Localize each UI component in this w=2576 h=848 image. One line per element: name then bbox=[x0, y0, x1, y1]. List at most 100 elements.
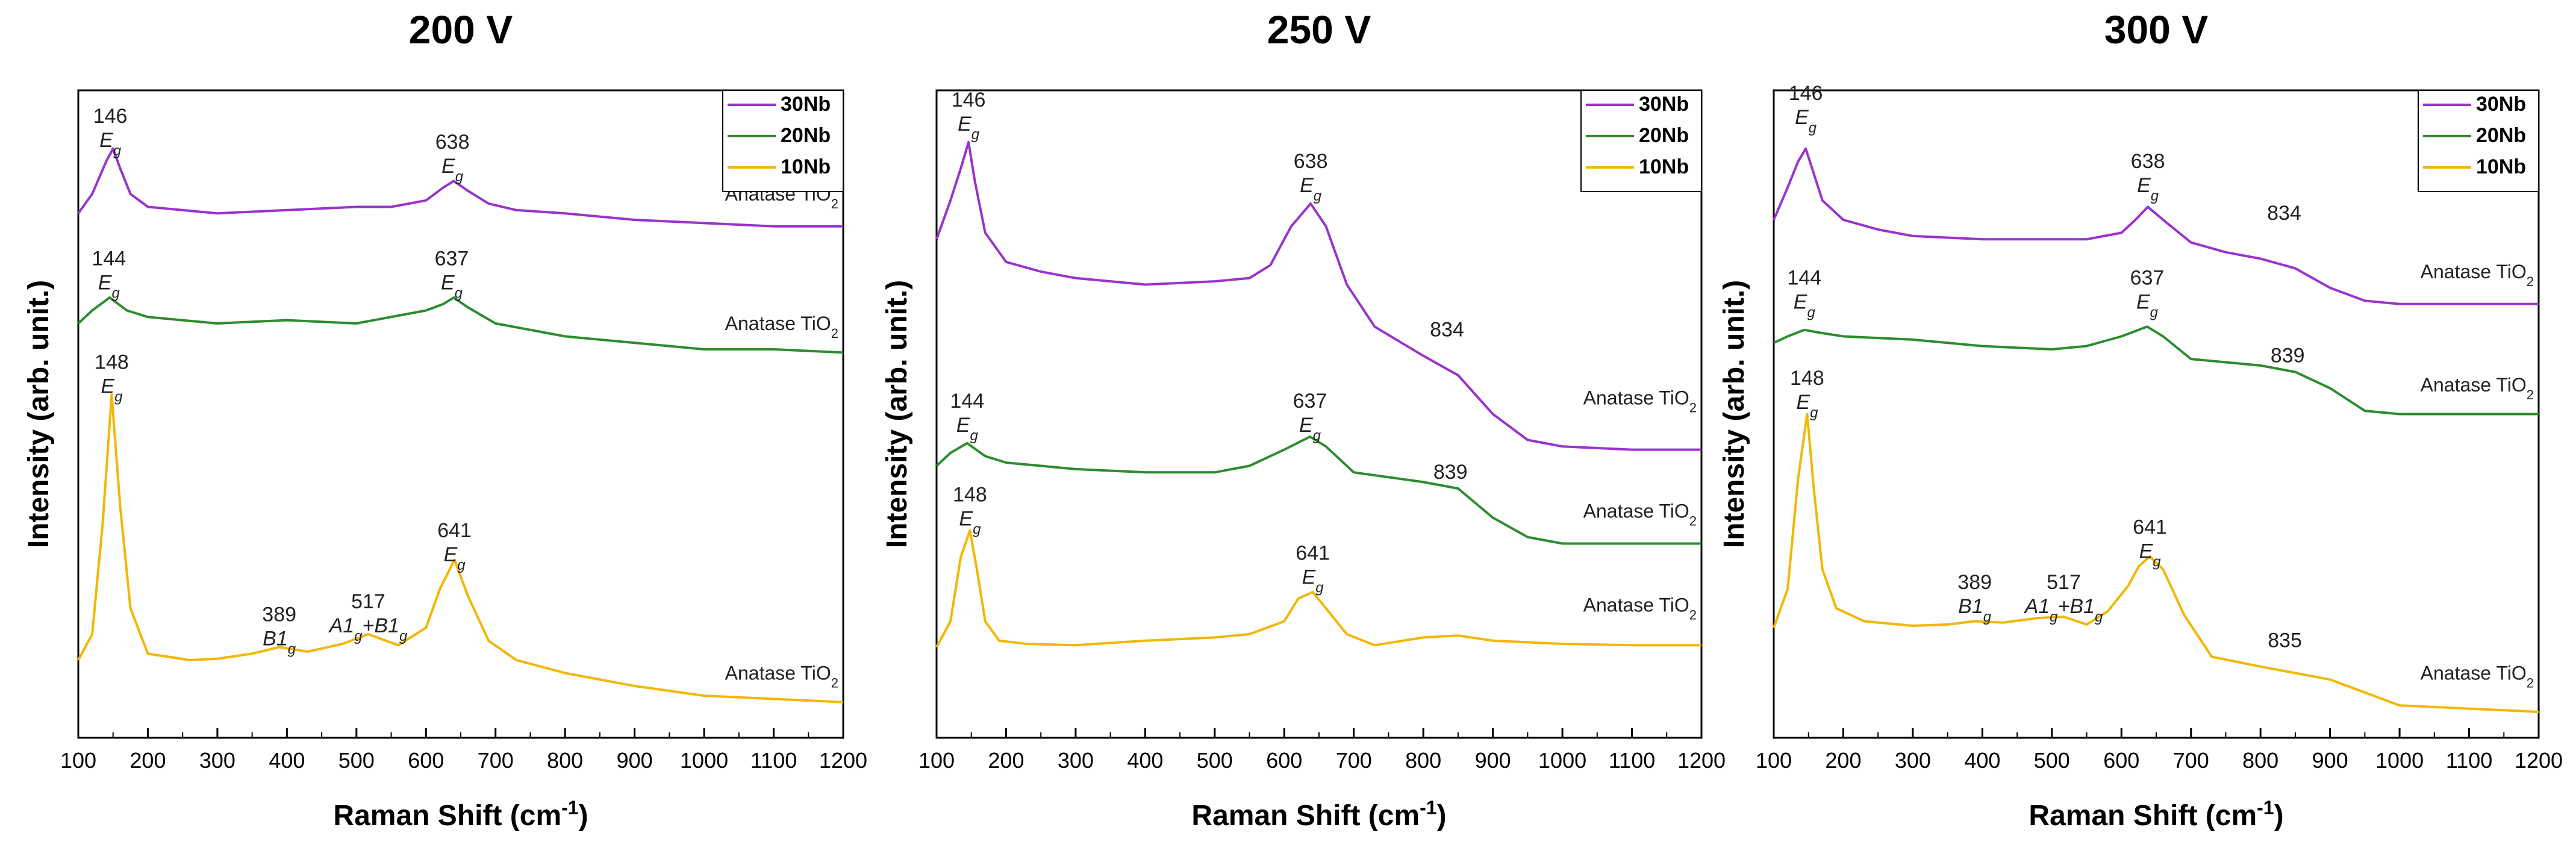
peak-mode-label: Eg bbox=[958, 113, 980, 143]
x-tick-label: 300 bbox=[1058, 748, 1094, 773]
x-axis-label: Raman Shift (cm-1) bbox=[2029, 797, 2283, 832]
x-tick-label: 200 bbox=[988, 748, 1024, 773]
peak-mode-label: Eg bbox=[441, 271, 463, 301]
legend-box bbox=[2418, 90, 2539, 192]
legend-label-20nb: 20Nb bbox=[1639, 124, 1689, 147]
x-tick-label: 500 bbox=[1197, 748, 1233, 773]
x-tick-label: 200 bbox=[129, 748, 166, 773]
x-tick-label: 400 bbox=[1964, 748, 2000, 773]
x-tick-label: 800 bbox=[1405, 748, 1441, 773]
y-axis-label: Intensity (arb. unit.) bbox=[23, 280, 55, 548]
panel-title: 250 V bbox=[1267, 7, 1371, 52]
peak-value-label: 637 bbox=[2130, 267, 2165, 290]
x-tick-label: 500 bbox=[2034, 748, 2070, 773]
chart-panel-250v: 250 V 100 200 300 400 500 600 700 800 900 1000 1100… bbox=[881, 7, 1726, 832]
panel-title: 200 V bbox=[409, 7, 513, 52]
peak-value-label: 641 bbox=[1296, 541, 1330, 564]
peak-mode-label: B1g bbox=[263, 628, 296, 658]
legend-label-20nb: 20Nb bbox=[2476, 124, 2526, 147]
peak-mode-label: Eg bbox=[1302, 566, 1324, 596]
peak-value-label: 834 bbox=[1430, 319, 1464, 341]
peak-mode-label: Eg bbox=[2139, 540, 2162, 570]
phase-label: Anatase TiO2 bbox=[725, 313, 838, 341]
chart-panel-300v: 300 V 100 200 300 400 500 600 700 800 900 1000 1100… bbox=[1718, 7, 2563, 832]
x-tick-label: 700 bbox=[478, 748, 514, 773]
peak-value-label: 389 bbox=[1957, 571, 1992, 594]
series-line-10nb bbox=[1773, 413, 2539, 713]
x-tick-label: 100 bbox=[1756, 748, 1792, 773]
legend-label-10nb: 10Nb bbox=[2476, 155, 2526, 178]
x-tick-label: 1100 bbox=[750, 748, 797, 773]
peak-value-label: 638 bbox=[2131, 150, 2165, 173]
x-tick-label: 300 bbox=[1895, 748, 1931, 773]
x-tick-label: 900 bbox=[2312, 748, 2348, 773]
series-line-20nb bbox=[935, 435, 1701, 545]
x-axis-label: Raman Shift (cm-1) bbox=[1191, 797, 1446, 832]
peak-mode-label: Eg bbox=[2136, 291, 2159, 321]
y-axis-label: Intensity (arb. unit.) bbox=[1718, 280, 1750, 548]
legend-label-30nb: 30Nb bbox=[2476, 93, 2526, 116]
series-line-30nb bbox=[935, 141, 1701, 451]
peak-mode-label: Eg bbox=[1796, 391, 1818, 421]
peak-mode-label: Eg bbox=[441, 155, 464, 185]
peak-value-label: 839 bbox=[1433, 461, 1468, 484]
legend-label-30nb: 30Nb bbox=[1639, 93, 1689, 116]
peak-value-label: 839 bbox=[2271, 344, 2305, 367]
legend-box bbox=[722, 90, 844, 192]
series-line-30nb bbox=[77, 147, 843, 228]
peak-value-label: 148 bbox=[953, 484, 987, 507]
peak-mode-label: Eg bbox=[2137, 174, 2159, 204]
phase-label: Anatase TiO2 bbox=[2421, 374, 2534, 402]
x-tick-label: 1200 bbox=[1677, 748, 1726, 773]
phase-label: Anatase TiO2 bbox=[1583, 500, 1697, 529]
peak-mode-label: B1g bbox=[1958, 595, 1992, 625]
legend-label-10nb: 10Nb bbox=[1639, 155, 1689, 178]
peak-value-label: 517 bbox=[2047, 571, 2081, 594]
peak-value-label: 517 bbox=[351, 590, 385, 613]
peak-value-label: 638 bbox=[435, 131, 470, 154]
x-tick-label: 100 bbox=[60, 748, 96, 773]
x-tick-label: 300 bbox=[199, 748, 235, 773]
phase-label: Anatase TiO2 bbox=[1583, 387, 1697, 415]
phase-label: Anatase TiO2 bbox=[1583, 594, 1697, 622]
chart-panel-200v: 200 V 100 200 300 400 500 600 700 800 900 1000 1100… bbox=[23, 7, 867, 832]
x-tick-label: 800 bbox=[547, 748, 583, 773]
peak-mode-label: Eg bbox=[959, 508, 981, 538]
x-tick-label: 1200 bbox=[2515, 748, 2563, 773]
peak-mode-label: Eg bbox=[1299, 414, 1321, 444]
series-line-10nb bbox=[77, 393, 844, 703]
peak-value-label: 641 bbox=[2133, 516, 2167, 538]
x-tick-label: 900 bbox=[1475, 748, 1511, 773]
peak-mode-label: Eg bbox=[99, 129, 122, 159]
legend-label-30nb: 30Nb bbox=[781, 93, 831, 116]
series-line-20nb bbox=[1773, 325, 2539, 416]
peak-mode-label: Eg bbox=[444, 543, 466, 573]
x-tick-label: 1000 bbox=[2375, 748, 2424, 773]
x-tick-label: 600 bbox=[408, 748, 444, 773]
peak-mode-label: Eg bbox=[1795, 106, 1817, 136]
peak-mode-label: Eg bbox=[98, 271, 120, 301]
peak-value-label: 148 bbox=[95, 351, 129, 373]
peak-mode-label: A1g+B1g bbox=[2024, 595, 2103, 625]
x-tick-label: 900 bbox=[617, 748, 653, 773]
x-tick-label: 700 bbox=[1336, 748, 1372, 773]
peak-value-label: 146 bbox=[1789, 82, 1823, 105]
peak-value-label: 834 bbox=[2267, 202, 2301, 225]
phase-label: Anatase TiO2 bbox=[725, 662, 838, 690]
legend-box bbox=[1580, 90, 1702, 192]
x-tick-label: 1200 bbox=[819, 748, 867, 773]
x-tick-label: 400 bbox=[269, 748, 305, 773]
phase-label: Anatase TiO2 bbox=[2421, 261, 2534, 289]
x-tick-label: 100 bbox=[918, 748, 955, 773]
series-line-10nb bbox=[935, 529, 1701, 648]
x-tick-label: 500 bbox=[338, 748, 375, 773]
peak-value-label: 144 bbox=[1787, 267, 1821, 290]
peak-value-label: 389 bbox=[262, 603, 296, 626]
peak-value-label: 146 bbox=[93, 105, 128, 128]
x-tick-label: 800 bbox=[2242, 748, 2278, 773]
peak-value-label: 637 bbox=[435, 247, 469, 270]
x-tick-label: 1100 bbox=[1609, 748, 1655, 773]
x-tick-label: 400 bbox=[1127, 748, 1163, 773]
peak-mode-label: A1g+B1g bbox=[328, 614, 408, 644]
